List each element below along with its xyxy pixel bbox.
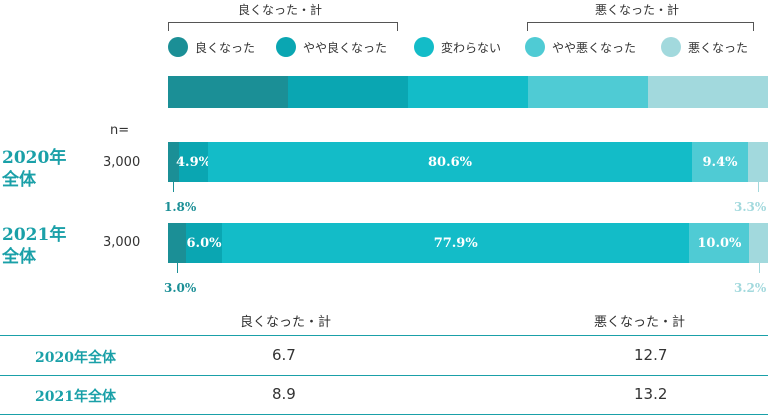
legend-item: 変わらない	[414, 37, 501, 57]
summary-header-bad: 悪くなった・計	[594, 315, 686, 330]
bar-segment	[208, 142, 692, 182]
bracket-label-bad-total: 悪くなった・計	[595, 3, 680, 17]
bar-segment	[168, 223, 186, 263]
data-label: 4.9%	[176, 155, 211, 170]
summary-divider	[0, 375, 768, 376]
row-title-group: 全体	[2, 247, 36, 267]
legend-item: 良くなった	[168, 37, 255, 57]
summary-bad-value: 13.2	[634, 385, 668, 403]
summary-row-label: 2021年全体	[35, 389, 116, 405]
color-band-segment	[288, 76, 408, 108]
bar-segment	[178, 142, 209, 182]
legend-swatch	[414, 37, 434, 57]
legend-swatch	[661, 37, 681, 57]
bracket-tick	[753, 22, 754, 31]
legend-label: やや悪くなった	[552, 40, 637, 55]
summary-bad-value: 12.7	[634, 346, 668, 364]
n-value: 3,000	[103, 155, 141, 170]
summary-good-value: 8.9	[272, 385, 296, 403]
data-label: 6.0%	[186, 236, 222, 251]
data-label: 77.9%	[433, 236, 478, 251]
stacked-bar-chart: 1.8% 4.9% 80.6% 9.4% 3.3% 3.0% 6.0% 77.9% 10.0% 3…	[164, 142, 768, 295]
color-band-segment	[528, 76, 648, 108]
leader-line	[177, 263, 178, 273]
data-label: 3.3%	[734, 200, 767, 214]
color-band-segment	[408, 76, 528, 108]
color-band	[168, 76, 768, 108]
data-label: 1.8%	[164, 200, 197, 214]
data-label: 80.6%	[428, 155, 473, 170]
bracket-tick	[527, 22, 528, 31]
bar-segment	[689, 223, 750, 263]
row-title-year: 2021年	[2, 225, 67, 245]
bracket-label-good-total: 良くなった・計	[238, 3, 323, 17]
bracket-tick	[397, 22, 398, 31]
summary-divider	[0, 414, 768, 415]
summary-row-label: 2020年全体	[35, 350, 116, 366]
leader-line	[758, 182, 759, 192]
legend-label: やや良くなった	[303, 40, 388, 55]
n-header: n=	[110, 123, 130, 138]
legend-swatch	[525, 37, 545, 57]
bar-segment	[186, 223, 222, 263]
bracket-tick	[168, 22, 169, 31]
summary-header-good: 良くなった・計	[240, 315, 332, 330]
bar-segment	[222, 223, 690, 263]
bar-segment	[748, 142, 768, 182]
color-band-segment	[168, 76, 288, 108]
summary-divider	[0, 335, 768, 336]
n-value: 3,000	[103, 235, 141, 250]
leader-line	[759, 263, 760, 273]
legend-label: 悪くなった	[688, 40, 749, 55]
legend-label: 良くなった	[195, 40, 256, 55]
data-label: 10.0%	[697, 236, 742, 251]
legend-item: やや悪くなった	[525, 37, 636, 57]
legend-item: 悪くなった	[661, 37, 748, 57]
row-title-group: 全体	[2, 170, 36, 190]
bracket-good-total	[168, 22, 398, 23]
bar-segment	[168, 142, 179, 182]
bracket-bad-total	[527, 22, 754, 23]
leader-line	[173, 182, 174, 192]
summary-good-value: 6.7	[272, 346, 296, 364]
color-band-segment	[648, 76, 768, 108]
row-title: 2020年 全体	[2, 147, 66, 191]
row-title: 2021年 全体	[2, 224, 66, 268]
legend-label: 変わらない	[441, 40, 502, 55]
bar-segment	[749, 223, 768, 263]
data-label: 3.0%	[164, 281, 197, 295]
data-label: 9.4%	[702, 155, 738, 170]
legend-item: やや良くなった	[276, 37, 387, 57]
data-label: 3.2%	[734, 281, 767, 295]
row-title-year: 2020年	[2, 148, 67, 168]
bar-segment	[691, 142, 749, 182]
legend-swatch	[276, 37, 296, 57]
legend-swatch	[168, 37, 188, 57]
